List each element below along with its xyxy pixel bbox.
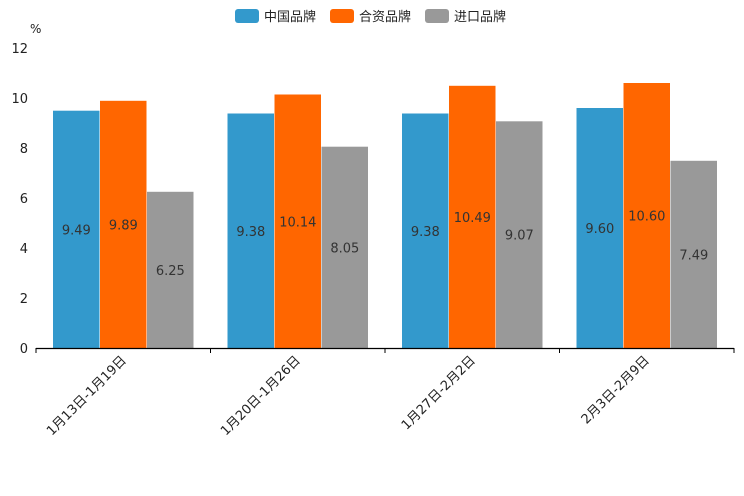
bar-3-4[interactable] [670, 160, 718, 349]
y-tick-label: 4 [20, 242, 28, 257]
data-label: 10.49 [454, 211, 491, 226]
y-axis-ticks: 0 2 4 6 8 10 12 [11, 42, 28, 357]
legend-label-series-0: 中国品牌 [264, 9, 316, 25]
y-tick-label: 10 [11, 92, 28, 107]
data-label: 9.60 [585, 222, 614, 237]
y-tick-label: 2 [20, 292, 28, 307]
data-label: 9.49 [62, 223, 91, 238]
data-label: 9.38 [411, 225, 440, 240]
y-tick-label: 8 [20, 142, 28, 157]
bar-2-2[interactable] [274, 94, 322, 349]
legend: 中国品牌 合资品牌 进口品牌 [235, 9, 506, 25]
bar-2-4[interactable] [623, 83, 671, 348]
bar-3-3[interactable] [496, 121, 543, 349]
category-label: 1月20日-1月26日 [218, 353, 304, 439]
bar-1-1[interactable] [53, 110, 100, 348]
bar-1-2[interactable] [227, 113, 275, 349]
legend-swatch-series-2 [425, 9, 449, 23]
data-label: 7.49 [679, 248, 708, 263]
data-label: 8.05 [330, 241, 359, 256]
y-tick-label: 6 [20, 192, 28, 207]
bar-3-2[interactable] [321, 146, 369, 348]
data-label: 10.60 [628, 210, 665, 225]
legend-label-series-2: 进口品牌 [454, 9, 506, 25]
bar-1-3[interactable] [402, 113, 449, 349]
data-label: 9.38 [236, 225, 265, 240]
bar-2-3[interactable] [449, 85, 496, 349]
legend-swatch-series-1 [330, 9, 354, 23]
data-labels: 9.49 9.89 6.25 9.38 10.14 8.05 9.38 10.49 9.07 9.… [62, 210, 708, 279]
y-axis-unit: % [30, 22, 41, 36]
y-tick-label: 0 [20, 342, 28, 357]
bar-2-1[interactable] [100, 100, 147, 349]
data-label: 9.07 [505, 229, 534, 244]
data-label: 9.89 [109, 218, 138, 233]
category-labels: 1月13日-1月19日 1月20日-1月26日 1月27日-2月2日 2月3日-… [44, 353, 653, 439]
category-label: 2月3日-2月9日 [579, 353, 653, 427]
legend-label-series-1: 合资品牌 [359, 9, 411, 25]
y-tick-label: 12 [11, 42, 28, 57]
category-label: 1月27日-2月2日 [399, 353, 479, 433]
bar-1-4[interactable] [576, 108, 624, 348]
data-label: 6.25 [156, 264, 185, 279]
data-label: 10.14 [279, 215, 316, 230]
bar-3-1[interactable] [147, 191, 194, 349]
category-label: 1月13日-1月19日 [44, 353, 130, 439]
legend-swatch-series-0 [235, 9, 259, 23]
bars [53, 83, 718, 349]
x-axis-ticks [35, 348, 735, 353]
